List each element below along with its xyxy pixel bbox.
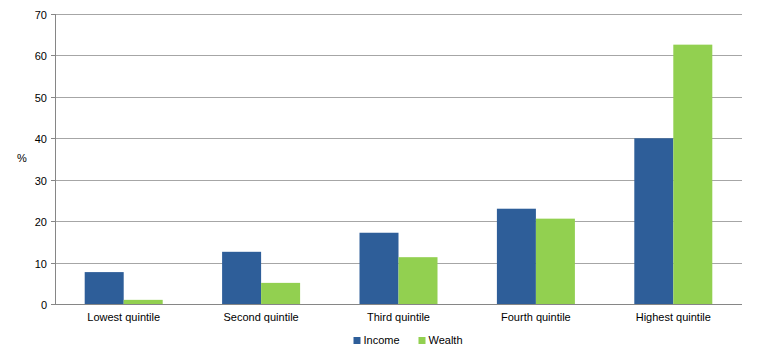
legend-label: Wealth: [429, 334, 463, 346]
bars: [85, 45, 713, 304]
chart: 0 10 20 30 40 50 60 70% Lowest quintile Second qu…: [0, 0, 757, 360]
axis-label: %: [17, 152, 27, 164]
grid-line: [55, 97, 742, 98]
tick-mark: [51, 97, 55, 98]
tick-mark: [51, 263, 55, 264]
category-label: Highest quintile: [636, 311, 711, 323]
tick-label: 70: [35, 9, 47, 21]
bar: [124, 300, 163, 304]
bar: [497, 209, 536, 304]
tick-label: 10: [35, 258, 47, 270]
bar: [85, 272, 124, 304]
tick-mark: [51, 180, 55, 181]
bar: [536, 219, 575, 304]
category-label: Lowest quintile: [87, 311, 160, 323]
tick-mark: [51, 138, 55, 139]
tick-mark: [51, 55, 55, 56]
grid-line: [55, 304, 742, 305]
x-axis: [55, 304, 742, 305]
bar: [222, 252, 261, 304]
bar: [673, 45, 712, 304]
grid-line: [55, 55, 742, 56]
tick-label: 30: [35, 175, 47, 187]
y-axis: [55, 14, 56, 304]
tick-mark: [51, 304, 55, 305]
tick-label: 0: [41, 299, 47, 311]
background: [0, 0, 757, 360]
legend-label: Income: [364, 334, 400, 346]
category-label: Fourth quintile: [501, 311, 571, 323]
tick-label: 60: [35, 50, 47, 62]
legend: Income Wealth: [354, 334, 463, 346]
bar: [634, 138, 673, 304]
legend-swatch: [419, 337, 426, 344]
tick-mark: [51, 221, 55, 222]
tick-label: 50: [35, 92, 47, 104]
tick-mark: [51, 14, 55, 15]
legend-swatch: [354, 337, 361, 344]
bar: [261, 283, 300, 304]
tick-label: 20: [35, 216, 47, 228]
bar: [399, 257, 438, 304]
grid-line: [55, 14, 742, 15]
tick-label: 40: [35, 133, 47, 145]
bar: [360, 233, 399, 304]
category-label: Third quintile: [367, 311, 430, 323]
category-label: Second quintile: [223, 311, 298, 323]
